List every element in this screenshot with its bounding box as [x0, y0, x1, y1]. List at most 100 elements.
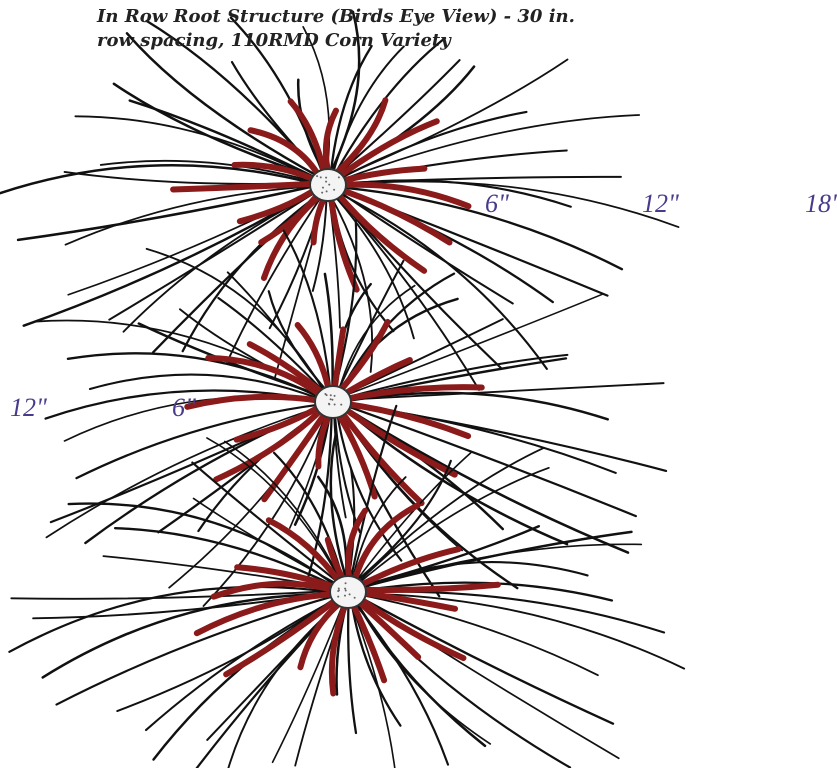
root — [217, 296, 328, 396]
brace-root — [294, 322, 333, 396]
root — [122, 190, 320, 333]
root — [358, 561, 589, 591]
title-line-1: In Row Root Structure (Birds Eye View) -… — [96, 6, 575, 27]
root — [192, 497, 341, 586]
stalk-speck — [344, 589, 347, 592]
brace-root — [265, 517, 344, 587]
root — [329, 432, 349, 584]
brace-root — [231, 161, 321, 184]
root — [16, 184, 318, 242]
root — [144, 596, 340, 732]
root — [335, 190, 548, 370]
brace-root — [247, 127, 323, 181]
root — [45, 405, 323, 539]
stalk — [329, 575, 367, 609]
brace-root — [356, 589, 459, 612]
root — [358, 593, 599, 677]
title-line-2: row spacing, 110RMD Corn Variety — [97, 30, 452, 51]
root — [311, 193, 328, 292]
brace-root — [287, 98, 328, 179]
root — [202, 409, 329, 607]
root — [358, 592, 686, 670]
brace-root — [246, 341, 328, 398]
root — [64, 185, 317, 246]
stalk-speck — [353, 596, 356, 599]
root — [357, 595, 615, 725]
stalk-speck — [344, 587, 347, 590]
root — [332, 36, 447, 178]
root — [333, 410, 361, 534]
root — [223, 440, 343, 585]
brace-root — [354, 546, 462, 590]
root — [349, 404, 398, 584]
root — [191, 461, 342, 586]
root — [333, 411, 347, 519]
root — [336, 189, 514, 305]
stalk-speck — [324, 392, 327, 395]
brace-root — [340, 404, 458, 478]
root — [8, 585, 338, 653]
root — [228, 193, 324, 358]
brace-root — [330, 97, 389, 179]
stalk-speck — [331, 398, 334, 401]
brace-root — [328, 598, 350, 697]
stalk-speck — [333, 403, 336, 406]
brace-root — [355, 594, 467, 662]
distance-label: 6" — [172, 393, 196, 422]
root — [267, 290, 330, 394]
brace-root — [223, 594, 342, 678]
brace-root — [333, 189, 428, 274]
root — [99, 159, 318, 184]
brace-root — [335, 186, 453, 246]
root — [347, 600, 358, 735]
stalk-speck — [325, 176, 328, 179]
root — [338, 114, 641, 182]
stalk — [309, 168, 347, 202]
stalk-speck — [337, 176, 340, 179]
root — [41, 592, 338, 679]
stalk — [314, 385, 352, 419]
root — [113, 526, 339, 589]
brace-root — [341, 400, 472, 440]
root — [75, 403, 323, 480]
root — [355, 467, 550, 586]
brace-root — [341, 384, 485, 403]
stalk-speck — [329, 398, 332, 401]
stalk-speck — [337, 587, 340, 590]
root — [343, 391, 609, 421]
brace-root — [356, 581, 501, 594]
root — [74, 115, 319, 182]
distance-label: 18" — [805, 189, 837, 218]
root — [282, 229, 332, 394]
root — [329, 45, 373, 177]
root — [358, 543, 643, 590]
root — [350, 600, 402, 727]
root — [342, 293, 604, 398]
stalk-speck — [321, 186, 324, 189]
brace-root — [336, 165, 428, 185]
stalk-speck — [348, 593, 351, 596]
root — [336, 259, 405, 394]
root — [355, 446, 545, 586]
root — [108, 189, 319, 321]
brace-root — [210, 580, 340, 600]
stalk-speck — [319, 176, 322, 179]
brace-root — [350, 502, 421, 587]
root — [0, 163, 318, 195]
root — [116, 595, 339, 713]
brace-root — [233, 402, 325, 443]
root — [227, 599, 344, 768]
brace-root — [236, 185, 320, 225]
brace-root — [336, 181, 472, 210]
root — [10, 589, 338, 600]
root — [338, 185, 624, 271]
brace-root — [205, 354, 326, 400]
root — [355, 597, 572, 768]
root-systems — [0, 10, 686, 768]
root — [271, 600, 345, 764]
brace-root — [234, 564, 341, 591]
brace-root — [337, 407, 425, 507]
brace-root — [213, 404, 327, 483]
